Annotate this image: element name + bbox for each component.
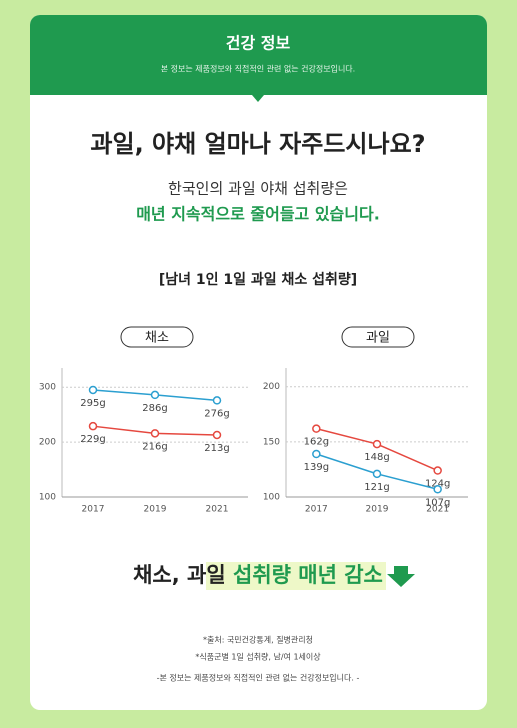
data-point (312, 449, 321, 459)
headline: 과일, 야채 얼마나 자주드시나요? (90, 130, 425, 158)
y-tick-label: 100 (263, 493, 280, 503)
data-label: 121g (364, 482, 389, 493)
x-tick-label: 2017 (305, 505, 328, 515)
data-point (150, 429, 160, 438)
down-arrow (387, 566, 415, 587)
data-point (212, 430, 222, 440)
data-point (372, 469, 382, 479)
intro-highlight: 매년 지속적으로 줄어들고 있습니다. (136, 205, 380, 224)
chart-title: 과일 (366, 331, 390, 346)
y-tick-label: 300 (39, 383, 56, 393)
x-tick-label: 2021 (206, 505, 229, 515)
x-tick-label: 2021 (426, 505, 449, 515)
data-point (88, 421, 98, 431)
x-tick-label: 2019 (144, 505, 167, 515)
footnote: *식품군별 1일 섭취량, 남/여 1세이상 (195, 652, 321, 662)
data-label: 229g (80, 434, 105, 445)
data-label: 124g (425, 479, 450, 490)
footnote: -본 정보는 제품정보와 직접적인 관련 없는 건강정보입니다. - (157, 673, 360, 683)
data-point (433, 466, 442, 475)
data-point (88, 385, 98, 395)
header-title: 건강 정보 (226, 34, 291, 53)
conclusion-highlight: 섭취량 매년 감소 (233, 563, 383, 587)
chart-title: 채소 (145, 331, 169, 346)
data-label: 162g (304, 437, 329, 448)
intro-line: 한국인의 과일 야채 섭취량은 (168, 180, 348, 198)
highlight-bg (206, 562, 386, 590)
data-label: 286g (142, 403, 167, 414)
x-tick-label: 2019 (366, 505, 389, 515)
data-label: 148g (364, 452, 389, 463)
data-label: 295g (80, 398, 105, 409)
data-label: 139g (304, 462, 329, 473)
chart-title-pill (120, 326, 194, 348)
chart-title-pill (341, 326, 415, 348)
data-point (433, 485, 442, 494)
data-point (150, 390, 160, 400)
section-title: [남녀 1인 1일 과일 채소 섭취량] (159, 271, 357, 288)
card (30, 15, 487, 710)
header-notch (252, 95, 264, 102)
data-point (312, 424, 321, 433)
conclusion: 채소, 과일 섭취량 매년 감소 (133, 563, 383, 587)
conclusion-part: 채소, 과일 (133, 563, 226, 587)
x-tick-label: 2017 (82, 505, 105, 515)
y-tick-label: 200 (39, 438, 56, 448)
y-tick-label: 200 (263, 382, 280, 392)
header-bg (30, 15, 487, 95)
y-tick-label: 150 (263, 437, 280, 447)
data-point (372, 439, 382, 449)
data-point (212, 396, 222, 405)
header-subtitle: 본 정보는 제품정보와 직접적인 관련 없는 건강정보입니다. (161, 64, 355, 74)
data-label: 213g (204, 443, 229, 454)
data-label: 276g (204, 408, 229, 419)
data-label: 216g (142, 441, 167, 452)
data-label: 107g (425, 497, 450, 508)
footnote: *출처: 국민건강통계, 질병관리청 (203, 635, 313, 645)
y-tick-label: 100 (39, 493, 56, 503)
